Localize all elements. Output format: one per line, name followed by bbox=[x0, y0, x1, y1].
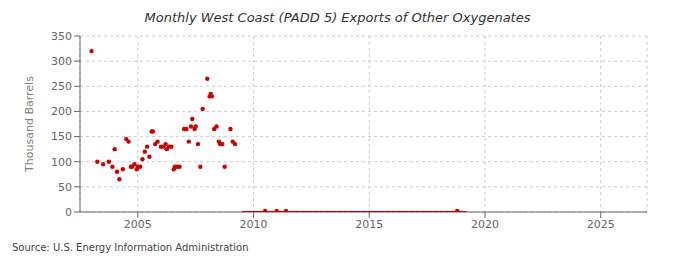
svg-text:250: 250 bbox=[51, 80, 72, 93]
svg-text:350: 350 bbox=[51, 30, 72, 43]
svg-text:2010: 2010 bbox=[240, 218, 268, 231]
svg-text:Thousand Barrels: Thousand Barrels bbox=[23, 76, 36, 173]
svg-text:50: 50 bbox=[58, 181, 72, 194]
svg-text:2020: 2020 bbox=[471, 218, 499, 231]
svg-text:2015: 2015 bbox=[355, 218, 383, 231]
html-text:Source: U.S. Energy Informatio: Source: U.S. Energy Information Administ… bbox=[12, 242, 249, 253]
html-text:Monthly West Coast (PADD 5) Ex: Monthly West Coast (PADD 5) Exports of O… bbox=[144, 10, 531, 25]
svg-text:2005: 2005 bbox=[124, 218, 152, 231]
svg-text:150: 150 bbox=[51, 130, 72, 143]
svg-text:200: 200 bbox=[51, 105, 72, 118]
svg-text:300: 300 bbox=[51, 55, 72, 68]
svg-text:2025: 2025 bbox=[587, 218, 615, 231]
svg-text:100: 100 bbox=[51, 156, 72, 169]
svg-text:0: 0 bbox=[65, 206, 72, 219]
